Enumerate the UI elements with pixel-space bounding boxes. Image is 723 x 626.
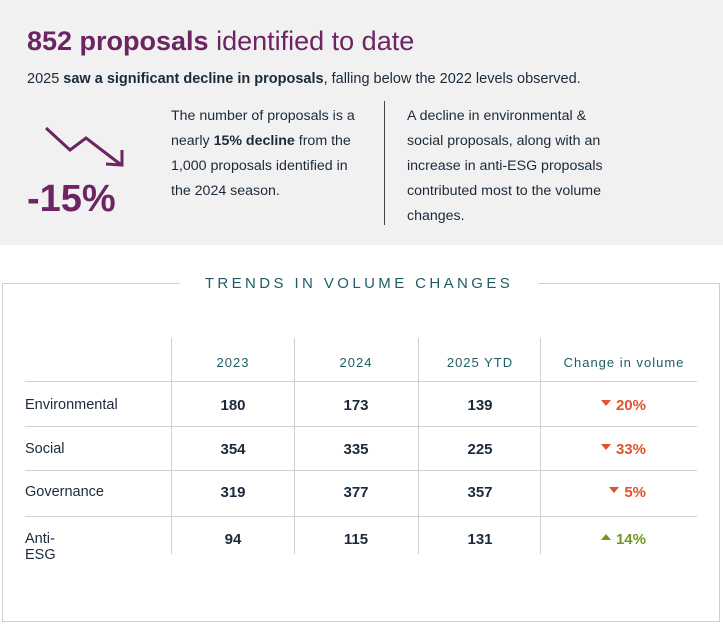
cell-anti-esg-2024: 115 [343,531,369,548]
subheadline-year: 2025 [27,71,64,87]
cell-social-2025: 225 [467,441,493,458]
column-divider [384,101,385,225]
subheadline-rest: , falling below the 2022 levels observed… [323,71,581,87]
panel-top-border-left [2,283,180,284]
row-divider [25,470,697,471]
column-divider-2 [294,338,295,554]
change-anti-esg-value: 14% [615,531,646,548]
cell-governance-2025: 357 [467,484,493,501]
cell-social-2024: 335 [343,441,369,458]
column-divider-1 [171,338,172,554]
subheadline-bold: saw a significant decline in proposals [63,71,324,87]
down-triangle-icon [600,444,611,451]
trends-panel [2,283,720,622]
headline-count: 852 proposals [27,26,209,56]
col1-text-a: The number of proposals is a nearly [171,108,355,149]
change-environmental-value: 20% [615,397,646,414]
subheadline: 2025 saw a significant decline in propos… [27,71,581,87]
column-divider-4 [540,338,541,554]
summary-column-2: A decline in environmental & social prop… [407,108,603,224]
col1-text-b: from the 1,000 proposals identified in t… [171,133,351,199]
row-divider [25,426,697,427]
header-change: Change in volume [563,355,685,370]
panel-top-border-right [538,283,719,284]
headline-rest: identified to date [208,26,415,56]
change-governance-value: 5% [624,484,646,501]
down-triangle-icon [609,487,620,494]
change-social-value: 33% [615,441,646,458]
summary-column-1: The number of proposals is a nearly 15% … [171,104,371,204]
col1-text-bold: 15% decline [213,133,295,149]
row-divider [25,516,697,517]
cell-governance-2024: 377 [343,484,369,501]
decline-percent: -15% [27,178,116,220]
cell-anti-esg-2023: 94 [224,531,242,548]
header-2024: 2024 [339,355,373,370]
change-governance: 5% [586,484,646,501]
summary-panel: 852 proposals identified to date 2025 sa… [0,0,723,245]
row-label-governance: Governance [25,484,104,500]
cell-anti-esg-2025: 131 [467,531,493,548]
cell-social-2023: 354 [220,441,246,458]
row-label-social: Social [25,441,65,457]
down-triangle-icon [600,400,611,407]
row-label-anti-esg: Anti-ESG [25,531,56,563]
trend-down-arrow-icon [44,126,124,167]
trends-title: TRENDS IN VOLUME CHANGES [204,275,514,292]
row-label-environmental: Environmental [25,397,118,413]
change-social: 33% [586,441,646,458]
change-environmental: 20% [586,397,646,414]
up-triangle-icon [600,534,611,541]
header-2025-ytd: 2025 YTD [446,355,514,370]
header-2023: 2023 [216,355,250,370]
headline: 852 proposals identified to date [27,26,414,57]
column-divider-3 [418,338,419,554]
cell-environmental-2023: 180 [220,397,246,414]
cell-environmental-2025: 139 [467,397,493,414]
cell-governance-2023: 319 [220,484,246,501]
cell-environmental-2024: 173 [343,397,369,414]
change-anti-esg: 14% [586,531,646,548]
row-divider [25,381,697,382]
